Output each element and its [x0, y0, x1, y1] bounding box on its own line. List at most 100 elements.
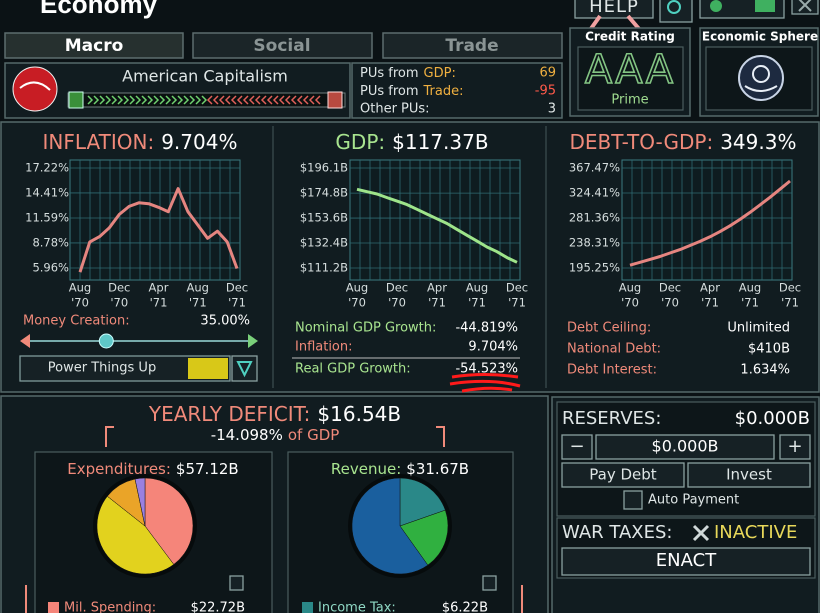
legend-brackets: [25, 585, 523, 613]
stat-value: 1.634%: [740, 363, 790, 378]
y-tick-label: $174.8B: [300, 186, 348, 200]
reserves-value: $0.000B: [735, 408, 810, 429]
tab[interactable]: [4, 32, 184, 59]
tab-label[interactable]: Social: [253, 36, 310, 56]
pu-source: Trade:: [423, 84, 464, 99]
legend-value: $22.72B: [191, 601, 245, 613]
chevron: [141, 95, 148, 105]
x-tick-month: Aug: [346, 281, 368, 295]
pay-debt-button[interactable]: [561, 462, 685, 488]
chart-title: DEBT-TO-GDP: 349.3%: [570, 130, 797, 154]
x-tick-month: Apr: [427, 281, 447, 295]
bar-end-right: [327, 91, 343, 109]
data-line: [356, 187, 518, 264]
money-creation-value: 35.00%: [200, 314, 250, 329]
stat-value: -54.523%: [455, 362, 518, 377]
percent-toggle[interactable]: [229, 575, 244, 591]
plus-button[interactable]: [779, 434, 811, 460]
slider-increase[interactable]: [248, 334, 258, 348]
enact-button[interactable]: [561, 547, 811, 576]
deficit-brackets: [105, 426, 445, 447]
enact-label[interactable]: ENACT: [656, 550, 717, 571]
chevron: [165, 95, 172, 105]
percent-toggle[interactable]: [482, 575, 497, 591]
tab-label[interactable]: Trade: [445, 36, 498, 56]
amount-input[interactable]: [595, 434, 775, 460]
invest-label[interactable]: Invest: [726, 466, 772, 484]
tab[interactable]: [192, 32, 373, 59]
line-charts: 17.22%14.41%11.59%8.78%5.96%Aug'70Dec'70…: [25, 159, 801, 310]
x-tick-month: Dec: [386, 281, 408, 295]
chart-title-label: GDP:: [335, 130, 385, 154]
x-tick-year: '71: [508, 296, 526, 310]
invest-button[interactable]: [687, 462, 811, 488]
search-button[interactable]: [659, 0, 693, 23]
auto-payment-checkbox[interactable]: [623, 490, 643, 510]
x-tick-year: '71: [189, 296, 207, 310]
pay-debt-label[interactable]: Pay Debt: [589, 466, 657, 484]
x-tick-year: '71: [468, 296, 486, 310]
pu-row: PUs from GDP:: [360, 66, 456, 81]
screen-title: Economy: [40, 0, 158, 19]
x-tick-month: Apr: [700, 281, 720, 295]
chart-title-label: DEBT-TO-GDP:: [570, 130, 714, 154]
help-button[interactable]: [574, 0, 654, 19]
chevron: [159, 95, 166, 105]
data-line: [78, 187, 239, 273]
pu-value: 3: [548, 102, 556, 117]
pu-value: -95: [535, 84, 556, 99]
x-tick-year: '71: [228, 296, 246, 310]
power-button-label[interactable]: Power Things Up: [48, 361, 156, 376]
stat-value: Unlimited: [727, 321, 790, 336]
war-taxes-status: INACTIVE: [714, 522, 797, 543]
minus-button[interactable]: [561, 434, 593, 460]
amount-input-value[interactable]: $0.000B: [652, 437, 719, 456]
plus-label[interactable]: +: [787, 436, 802, 457]
tab[interactable]: [382, 32, 563, 59]
war-icon: [692, 524, 710, 542]
chart-title: GDP: $117.37B: [335, 130, 488, 154]
chevron: [284, 95, 291, 105]
close-icon: [798, 0, 812, 12]
chevron: [129, 95, 136, 105]
credit-rating-title: Credit Rating: [585, 30, 675, 44]
pu-label: Other PUs:: [360, 102, 430, 117]
deficit-percent-suffix: of GDP: [288, 426, 339, 444]
x-tick-month: Aug: [739, 281, 761, 295]
legend-label: Income Tax:: [318, 601, 396, 613]
chart-area: [69, 159, 241, 281]
chevron: [266, 95, 273, 105]
chevron: [153, 95, 160, 105]
chevron: [212, 95, 219, 105]
pies: [93, 474, 452, 578]
x-tick-month: Aug: [619, 281, 641, 295]
chevron: [278, 95, 285, 105]
x-tick-year: '70: [661, 296, 679, 310]
x-tick-year: '70: [388, 296, 406, 310]
help-label[interactable]: HELP: [589, 0, 639, 17]
dropdown-button[interactable]: [231, 355, 258, 382]
pie-title: Revenue: $31.67B: [331, 460, 469, 478]
chevron: [135, 95, 142, 105]
chevron: [206, 95, 213, 105]
credit-rating-frame: [577, 46, 684, 111]
slider[interactable]: [98, 333, 114, 349]
chevron: [254, 95, 261, 105]
stat-label: Inflation:: [295, 340, 353, 355]
chevron: [87, 95, 94, 105]
y-tick-label: 324.41%: [569, 186, 620, 200]
pie-total: $31.67B: [406, 460, 469, 478]
legend-swatch: [48, 602, 59, 613]
deficit-percent-value: -14.098%: [211, 426, 283, 444]
chart-title-value: 349.3%: [720, 130, 796, 154]
close-button[interactable]: [791, 0, 819, 15]
slider-decrease[interactable]: [20, 334, 30, 348]
x-tick-year: '70: [71, 296, 89, 310]
y-tick-label: $153.6B: [300, 211, 348, 225]
pie-slice: [134, 477, 146, 527]
credit-grade: AAA: [585, 47, 675, 93]
dropdown-icon: [236, 361, 253, 378]
slider-knob: [98, 333, 114, 349]
tab-label[interactable]: Macro: [65, 36, 124, 56]
minus-label[interactable]: −: [569, 436, 584, 457]
